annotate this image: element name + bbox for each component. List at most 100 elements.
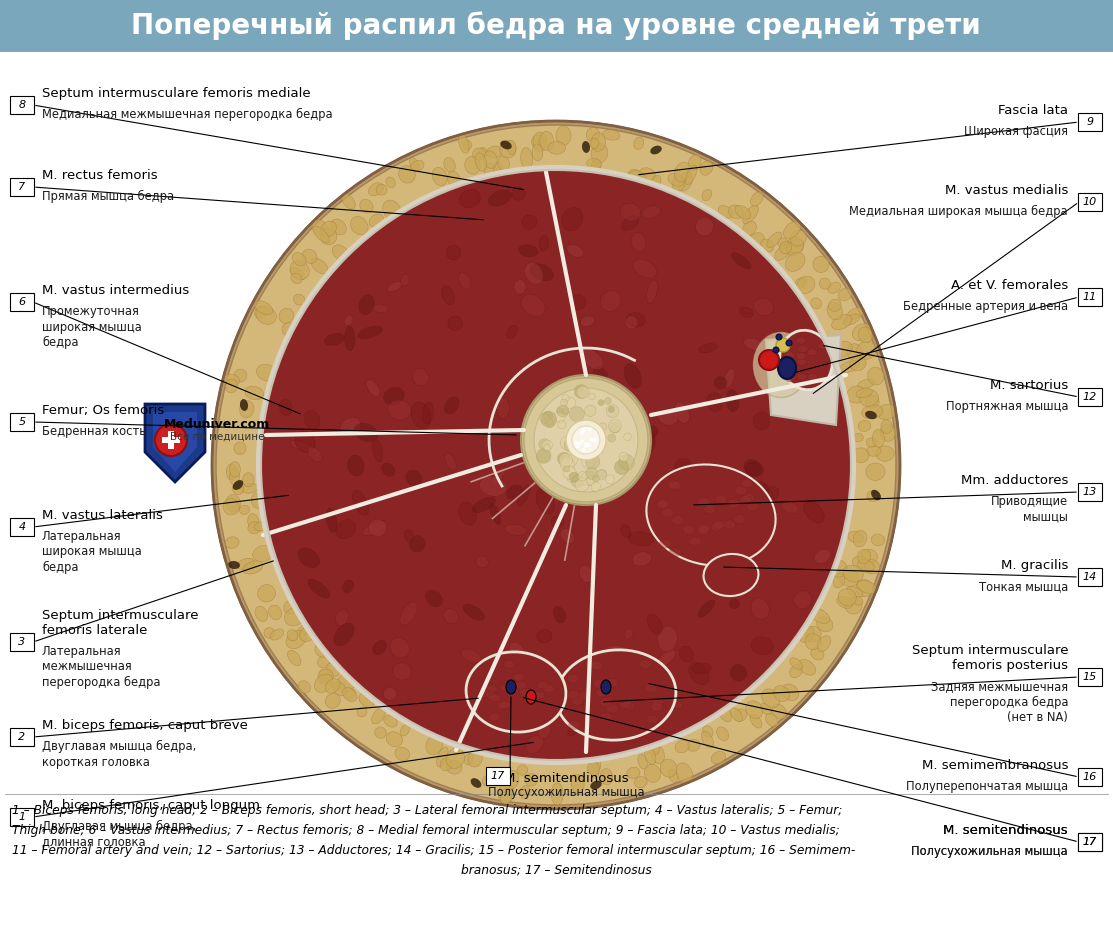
Ellipse shape [483,151,498,169]
Ellipse shape [410,158,420,171]
Circle shape [570,406,584,421]
Ellipse shape [703,554,758,596]
Ellipse shape [654,700,673,720]
Ellipse shape [754,298,774,316]
Circle shape [577,386,589,398]
Ellipse shape [742,205,758,224]
Text: M. biceps femoris, caput longum: M. biceps femoris, caput longum [42,799,260,812]
Ellipse shape [778,238,791,252]
Circle shape [582,440,584,442]
Ellipse shape [785,352,795,359]
Ellipse shape [357,326,383,338]
Ellipse shape [496,702,508,709]
Ellipse shape [393,663,412,680]
Ellipse shape [834,573,845,588]
Ellipse shape [321,221,336,237]
Ellipse shape [321,228,337,245]
Ellipse shape [676,740,689,753]
Ellipse shape [524,263,543,284]
Ellipse shape [479,690,490,697]
Ellipse shape [373,440,383,462]
Circle shape [575,443,589,455]
Ellipse shape [702,189,711,200]
Ellipse shape [781,684,799,701]
Ellipse shape [226,464,237,480]
Ellipse shape [465,157,481,174]
Ellipse shape [838,288,851,301]
FancyBboxPatch shape [162,437,180,443]
Ellipse shape [682,526,695,534]
Polygon shape [766,335,841,425]
Ellipse shape [812,256,829,272]
Text: 14: 14 [1083,572,1097,582]
Ellipse shape [568,716,589,735]
Ellipse shape [659,539,671,548]
Ellipse shape [785,367,795,374]
FancyBboxPatch shape [1078,193,1102,211]
Ellipse shape [620,203,641,221]
Circle shape [568,474,574,483]
Ellipse shape [593,679,605,688]
Ellipse shape [642,206,660,219]
Ellipse shape [674,403,689,423]
Ellipse shape [766,713,778,726]
FancyBboxPatch shape [10,633,35,651]
Ellipse shape [326,508,337,532]
Ellipse shape [521,295,545,317]
Ellipse shape [475,556,489,568]
Ellipse shape [579,478,588,503]
Ellipse shape [624,628,633,639]
Ellipse shape [871,534,885,546]
Ellipse shape [253,545,274,562]
Circle shape [581,447,585,452]
Ellipse shape [857,581,877,594]
Ellipse shape [737,522,756,539]
Ellipse shape [853,323,873,341]
Text: Широкая фасция: Широкая фасция [964,125,1068,138]
Ellipse shape [626,316,638,329]
Ellipse shape [333,245,349,261]
Ellipse shape [514,280,526,295]
Ellipse shape [631,404,644,419]
Circle shape [563,466,577,479]
Ellipse shape [471,778,481,788]
Ellipse shape [754,412,770,430]
Circle shape [609,422,620,433]
Ellipse shape [490,693,501,702]
Ellipse shape [472,497,495,513]
Circle shape [581,428,587,432]
Text: 1: 1 [19,812,26,822]
Ellipse shape [750,715,762,728]
Text: M. gracilis: M. gracilis [1001,559,1068,572]
Ellipse shape [384,715,397,727]
Text: Медиальная межмышечная перегородка бедра: Медиальная межмышечная перегородка бедра [42,108,333,121]
Text: M. biceps femoris, caput breve: M. biceps femoris, caput breve [42,719,248,732]
FancyBboxPatch shape [0,0,1113,52]
Ellipse shape [847,386,866,403]
Ellipse shape [658,408,678,425]
Ellipse shape [521,215,538,229]
Ellipse shape [248,522,262,534]
Ellipse shape [347,455,364,476]
Ellipse shape [445,453,456,470]
Ellipse shape [556,126,571,145]
Ellipse shape [568,691,580,699]
Circle shape [597,470,607,480]
Text: Полусухожильная мышца: Полусухожильная мышца [912,845,1068,858]
Ellipse shape [303,249,317,264]
Ellipse shape [255,301,273,314]
Text: Полусухожильная мышца: Полусухожильная мышца [487,786,644,799]
Ellipse shape [363,521,387,536]
Ellipse shape [298,548,319,568]
Ellipse shape [305,410,321,430]
Ellipse shape [525,774,538,786]
Ellipse shape [571,774,584,794]
Ellipse shape [624,363,641,389]
Ellipse shape [243,473,254,487]
Ellipse shape [543,685,554,692]
Ellipse shape [726,390,739,412]
Ellipse shape [370,214,384,227]
Circle shape [605,474,614,484]
Ellipse shape [733,708,747,721]
Ellipse shape [839,361,859,373]
